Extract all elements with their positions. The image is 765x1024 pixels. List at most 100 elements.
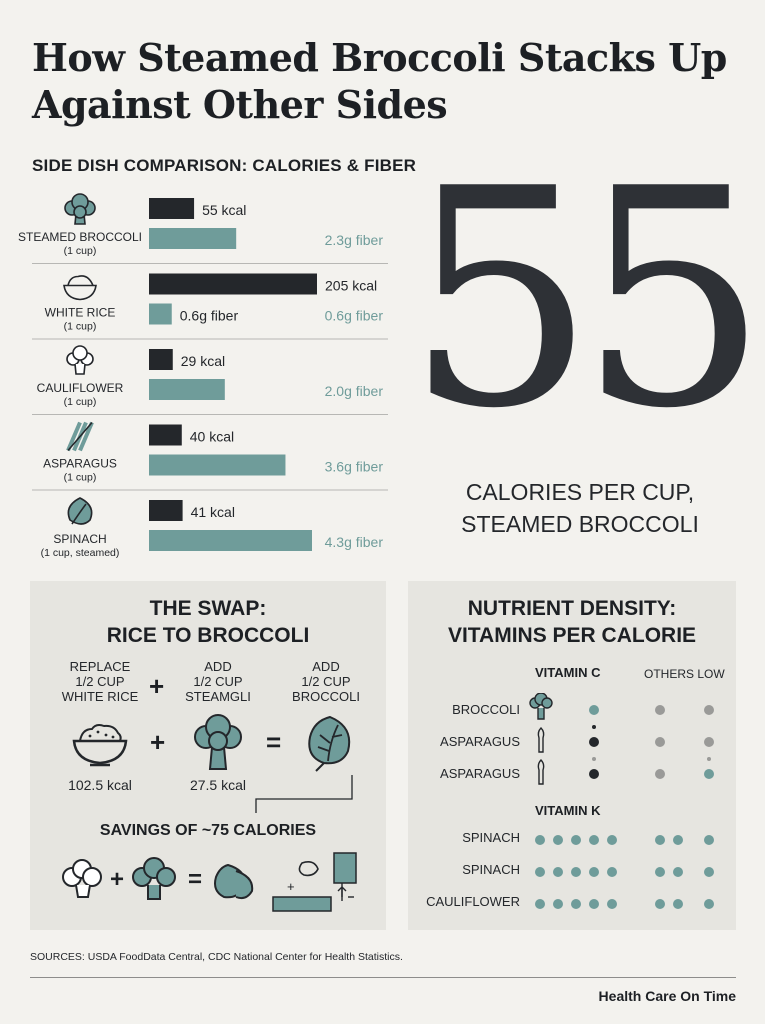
vc-row-asparagus-1: ASPARAGUS — [440, 734, 520, 749]
vk-dot — [553, 899, 563, 909]
vk-dot — [673, 835, 683, 845]
nutrient-title-line-1: NUTRIENT DENSITY: — [467, 597, 677, 620]
dish-label: WHITE RICE — [45, 306, 116, 320]
cauliflower-icon — [66, 345, 94, 375]
swap-col1-line3: WHITE RICE — [61, 689, 139, 704]
dish-serving: (1 cup) — [64, 245, 97, 257]
vk-row-cauliflower: CAULIFLOWER — [426, 894, 520, 909]
kcal-bar — [149, 198, 195, 219]
rice-bowl-icon — [72, 724, 128, 767]
nutrient-title: NUTRIENT DENSITY: VITAMINS PER CALORIE — [408, 595, 736, 649]
plate-chicken-icon: + — [272, 861, 332, 912]
vc-dot — [655, 769, 665, 779]
vc-dot — [592, 725, 596, 729]
vk-dot — [535, 899, 545, 909]
swap-title: THE SWAP: RICE TO BROCCOLI — [30, 595, 386, 649]
swap-kcal-broccoli: 27.5 kcal — [189, 777, 247, 793]
dish-serving: (1 cup) — [64, 321, 97, 333]
vc-dot — [655, 737, 665, 747]
big-calorie-caption: CALORIES PER CUP, STEAMED BROCCOLI — [420, 476, 740, 540]
vk-row-spinach-1: SPINACH — [462, 830, 520, 845]
kcal-bar — [149, 424, 182, 446]
kcal-label: 29 kcal — [181, 353, 225, 369]
fiber-bar — [149, 303, 172, 325]
cauliflower-icon — [62, 859, 102, 898]
fiber-label: 0.6g fiber — [325, 308, 384, 324]
nutrient-title-line-2: VITAMINS PER CALORIE — [447, 624, 697, 647]
vc-dot — [589, 705, 599, 715]
vc-dot — [589, 737, 599, 747]
plus-sign-2: + — [150, 727, 166, 757]
kcal-label: 41 kcal — [191, 504, 235, 520]
fiber-label: 2.0g fiber — [325, 383, 384, 399]
swap-col3-line1: ADD — [312, 659, 340, 674]
container-icon — [333, 852, 357, 901]
fiber-inner-label: 0.6g fiber — [180, 308, 239, 324]
swap-col3-line2: 1/2 CUP — [301, 674, 351, 689]
vk-dot — [589, 899, 599, 909]
asparagus-icon — [537, 759, 545, 785]
vk-dot — [589, 835, 599, 845]
swap-col1-line1: REPLACE — [69, 659, 131, 674]
broccoli-icon — [194, 714, 242, 770]
vc-dot — [704, 705, 714, 715]
fiber-label: 3.6g fiber — [325, 459, 384, 475]
swap-col-replace: REPLACE 1/2 CUP WHITE RICE — [50, 659, 150, 704]
footer-divider — [30, 977, 736, 978]
nutrient-density-panel: NUTRIENT DENSITY: VITAMINS PER CALORIE V… — [408, 581, 736, 930]
fiber-bar — [149, 379, 225, 400]
vk-dot — [673, 899, 683, 909]
kcal-label: 205 kcal — [325, 278, 377, 294]
dish-serving: (1 cup) — [64, 472, 97, 484]
big-calorie-number: 55 — [405, 125, 765, 474]
swap-col2-line2: 1/2 CUP — [193, 674, 243, 689]
spinach-leaf-icon — [214, 863, 254, 900]
swap-col-add-1: ADD 1/2 CUP STEAMGLI — [168, 659, 268, 704]
vc-dot — [704, 737, 714, 747]
svg-text:+: + — [287, 879, 295, 894]
vk-dot — [571, 899, 581, 909]
fiber-label: 2.3g fiber — [325, 232, 384, 248]
spinach-leaf-icon — [308, 715, 351, 772]
kcal-bar — [149, 500, 183, 521]
vk-dot — [535, 867, 545, 877]
savings-text: SAVINGS OF ~75 CALORIES — [99, 822, 317, 839]
vk-dot — [655, 899, 665, 909]
vk-dot — [607, 835, 617, 845]
vc-dot — [592, 757, 596, 761]
vitamin-k-heading: VITAMIN K — [535, 803, 601, 818]
plus-sign-3: + — [110, 866, 124, 893]
asparagus-icon — [66, 421, 94, 452]
broccoli-icon — [64, 193, 96, 225]
spinach-leaf-icon — [67, 497, 93, 525]
vk-dot — [571, 835, 581, 845]
vk-dot — [704, 867, 714, 877]
dish-label: STEAMED BROCCOLI — [18, 230, 142, 244]
connector-line — [255, 775, 353, 813]
broccoli-icon — [529, 693, 553, 720]
vc-dot — [589, 769, 599, 779]
vk-dot — [553, 835, 563, 845]
vk-dot — [655, 835, 665, 845]
broccoli-icon — [132, 857, 176, 900]
vk-dot — [673, 867, 683, 877]
swap-col2-line3: STEAMGLI — [185, 689, 251, 704]
swap-panel: THE SWAP: RICE TO BROCCOLI REPLACE 1/2 C… — [30, 581, 386, 930]
vk-dot — [571, 867, 581, 877]
equals-sign: = — [266, 727, 282, 757]
equals-sign-2: = — [188, 866, 202, 893]
rice-bowl-icon — [63, 275, 97, 301]
kcal-bar — [149, 349, 173, 370]
fiber-label: 4.3g fiber — [325, 534, 384, 550]
dish-label: CAULIFLOWER — [37, 381, 124, 395]
vk-dot — [655, 867, 665, 877]
dish-serving: (1 cup, steamed) — [41, 547, 120, 559]
savings-equation: + = + — [62, 857, 354, 912]
swap-col-add-2: ADD 1/2 CUP BROCCOLI — [276, 659, 376, 704]
vk-dot — [704, 899, 714, 909]
fiber-bar — [149, 228, 237, 249]
vc-dot — [655, 705, 665, 715]
dish-serving: (1 cup) — [64, 396, 97, 408]
dish-label: ASPARAGUS — [43, 457, 117, 471]
